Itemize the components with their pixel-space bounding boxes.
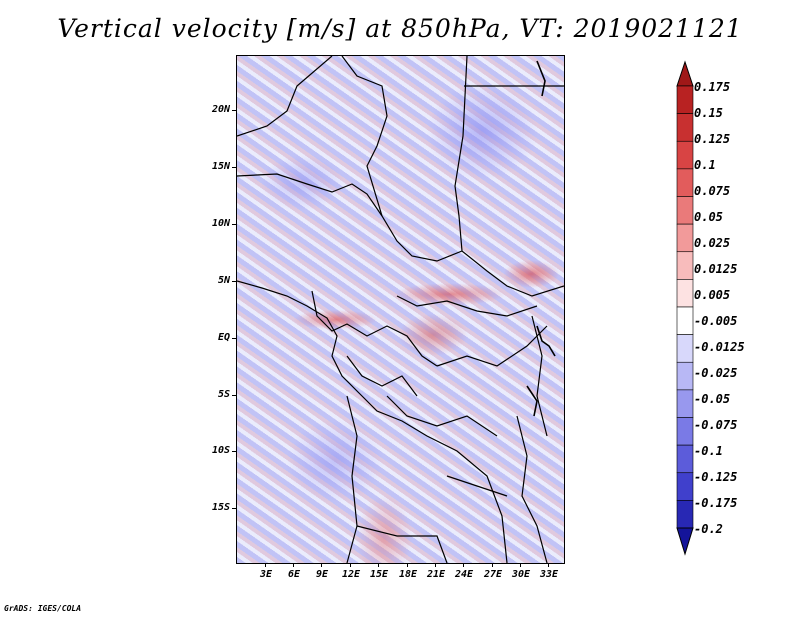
lon-tick bbox=[378, 563, 379, 567]
colorbar-label-14: -0.1 bbox=[694, 444, 723, 458]
lat-tick bbox=[232, 110, 236, 111]
lon-tick bbox=[321, 563, 322, 567]
colorbar-label-17: -0.2 bbox=[694, 522, 723, 536]
lon-label-9e: 9E bbox=[315, 569, 329, 580]
lat-tick bbox=[232, 338, 236, 339]
lat-tick bbox=[232, 224, 236, 225]
colorbar-label-16: -0.175 bbox=[694, 496, 738, 510]
lon-label-30e: 30E bbox=[511, 569, 531, 580]
colorbar-label-8: 0.005 bbox=[694, 288, 731, 302]
lon-tick bbox=[293, 563, 294, 567]
colorbar-segments bbox=[676, 85, 694, 529]
colorbar-label-11: -0.025 bbox=[694, 366, 738, 380]
lat-label-10s: 10S bbox=[211, 445, 230, 456]
lon-tick bbox=[463, 563, 464, 567]
colorbar-segment bbox=[676, 334, 694, 363]
footer-credit: GrADS: IGES/COLA bbox=[4, 604, 82, 613]
lon-label-27e: 27E bbox=[483, 569, 503, 580]
colorbar-label-9: -0.005 bbox=[694, 314, 738, 328]
colorbar-label-15: -0.125 bbox=[694, 470, 738, 484]
colorbar-segment bbox=[676, 140, 694, 170]
colorbar-top-triangle bbox=[676, 60, 694, 87]
colorbar-label-3: 0.1 bbox=[694, 158, 716, 172]
lon-tick bbox=[407, 563, 408, 567]
lon-label-24e: 24E bbox=[454, 569, 474, 580]
colorbar-segment bbox=[676, 500, 694, 529]
lon-label-6e: 6E bbox=[287, 569, 301, 580]
lat-label-15s: 15S bbox=[211, 502, 230, 513]
colorbar-segment bbox=[676, 168, 694, 197]
plot-title: Vertical velocity [m/s] at 850hPa, VT: 2… bbox=[57, 14, 743, 43]
lat-tick bbox=[232, 281, 236, 282]
colorbar bbox=[676, 60, 694, 556]
colorbar-label-5: 0.05 bbox=[694, 210, 723, 224]
lon-label-12e: 12E bbox=[341, 569, 361, 580]
lat-label-15n: 15N bbox=[211, 161, 230, 172]
lon-tick bbox=[435, 563, 436, 567]
colorbar-bottom-triangle bbox=[676, 527, 694, 556]
colorbar-segment bbox=[676, 306, 694, 335]
colorbar-segment bbox=[676, 223, 694, 253]
lon-tick bbox=[265, 563, 266, 567]
colorbar-segment bbox=[676, 472, 694, 501]
colorbar-label-7: 0.0125 bbox=[694, 262, 738, 276]
colorbar-segment bbox=[676, 251, 694, 280]
colorbar-label-4: 0.075 bbox=[694, 184, 731, 198]
lon-tick bbox=[350, 563, 351, 567]
lat-label-eq: EQ bbox=[217, 332, 230, 343]
colorbar-label-6: 0.025 bbox=[694, 236, 731, 250]
lat-label-5s: 5S bbox=[217, 389, 230, 400]
colorbar-segment bbox=[676, 389, 694, 418]
colorbar-segment bbox=[676, 279, 694, 308]
map-panel bbox=[236, 55, 565, 564]
lat-label-10n: 10N bbox=[211, 218, 230, 229]
colorbar-label-2: 0.125 bbox=[694, 132, 731, 146]
colorbar-label-13: -0.075 bbox=[694, 418, 738, 432]
lat-label-5n: 5N bbox=[217, 275, 230, 286]
lon-tick bbox=[492, 563, 493, 567]
colorbar-segment bbox=[676, 444, 694, 474]
lon-label-3e: 3E bbox=[259, 569, 273, 580]
colorbar-segment bbox=[676, 113, 694, 142]
colorbar-label-12: -0.05 bbox=[694, 392, 731, 406]
lon-label-15e: 15E bbox=[369, 569, 389, 580]
lat-tick bbox=[232, 395, 236, 396]
lon-tick bbox=[548, 563, 549, 567]
country-borders bbox=[237, 56, 564, 563]
colorbar-segment bbox=[676, 417, 694, 446]
lon-label-18e: 18E bbox=[398, 569, 418, 580]
colorbar-segment bbox=[676, 361, 694, 391]
colorbar-label-1: 0.15 bbox=[694, 106, 723, 120]
colorbar-label-0: 0.175 bbox=[694, 80, 731, 94]
lat-tick bbox=[232, 508, 236, 509]
lon-tick bbox=[520, 563, 521, 567]
lat-tick bbox=[232, 451, 236, 452]
colorbar-label-10: -0.0125 bbox=[694, 340, 745, 354]
lon-label-21e: 21E bbox=[426, 569, 446, 580]
lat-tick bbox=[232, 167, 236, 168]
colorbar-segment bbox=[676, 196, 694, 225]
lat-label-20n: 20N bbox=[211, 104, 230, 115]
colorbar-segment bbox=[676, 85, 694, 114]
lon-label-33e: 33E bbox=[539, 569, 559, 580]
